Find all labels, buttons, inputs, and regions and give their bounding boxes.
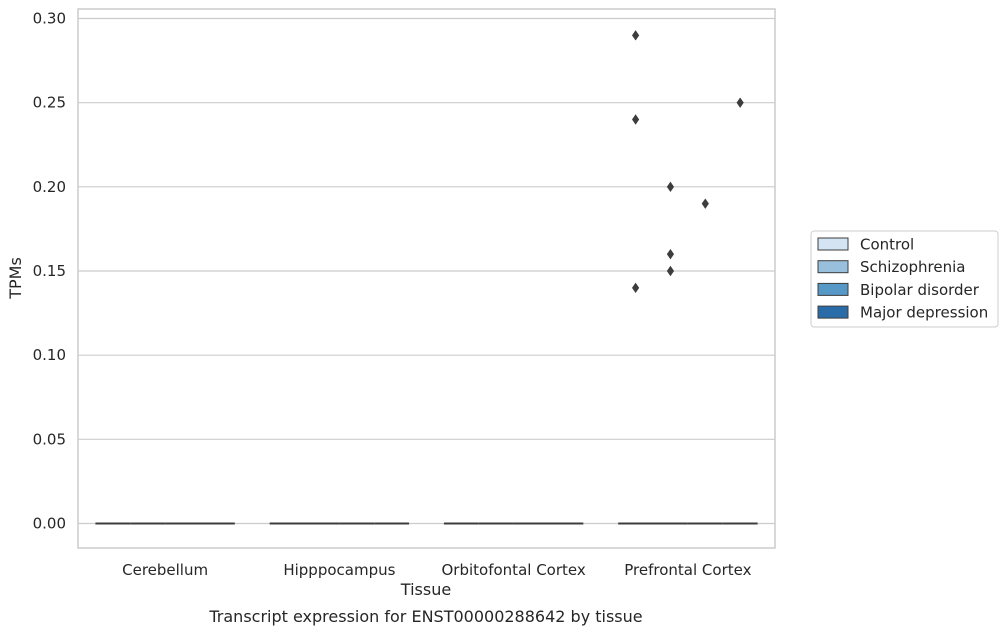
outlier-point	[701, 198, 709, 209]
legend-label: Bipolar disorder	[860, 281, 980, 299]
x-tick-label: Cerebellum	[122, 561, 208, 579]
legend-items: Control Schizophrenia Bipolar disorder Majo…	[817, 236, 988, 322]
y-tick-label: 0.30	[33, 10, 66, 28]
legend: Control Schizophrenia Bipolar disorder Majo…	[810, 230, 999, 328]
outlier-point	[632, 282, 640, 294]
x-tick-label: Orbitofontal Cortex	[442, 561, 586, 579]
outlier-point	[666, 265, 675, 277]
legend-label: Control	[860, 236, 914, 254]
plot-frame	[77, 8, 776, 549]
y-tick-label: 0.10	[33, 346, 66, 364]
legend-label: Major depression	[860, 304, 988, 322]
y-tick-label: 0.25	[33, 94, 66, 112]
outlier-points	[632, 30, 744, 294]
x-tick-labels: Cerebellum Hipppocampus Orbitofontal Corte…	[122, 561, 751, 579]
x-tick-label: Prefrontal Cortex	[624, 561, 751, 579]
x-tick-label: Hipppocampus	[283, 561, 395, 579]
grid-lines	[78, 17, 775, 525]
y-tick-label: 0.15	[33, 262, 66, 280]
outlier-point	[666, 181, 675, 193]
legend-swatch	[817, 260, 849, 274]
y-tick-labels: 0.00 0.05 0.10 0.15 0.20 0.25 0.30	[33, 10, 66, 533]
legend-swatch	[817, 282, 849, 296]
y-tick-label: 0.05	[33, 430, 66, 448]
y-tick-label: 0.20	[33, 178, 66, 196]
legend-swatch	[817, 305, 849, 319]
x-axis-label: Tissue	[400, 580, 451, 599]
outlier-point	[666, 248, 675, 260]
outlier-point	[632, 114, 640, 125]
outlier-point	[736, 97, 744, 108]
legend-swatch	[817, 237, 849, 251]
outlier-point	[632, 30, 640, 41]
y-axis-label: TPMs	[6, 257, 25, 300]
y-tick-label: 0.00	[33, 515, 66, 533]
legend-label: Schizophrenia	[860, 258, 965, 276]
legend-frame	[810, 230, 999, 328]
chart-caption: Transcript expression for ENST0000028864…	[208, 607, 642, 626]
